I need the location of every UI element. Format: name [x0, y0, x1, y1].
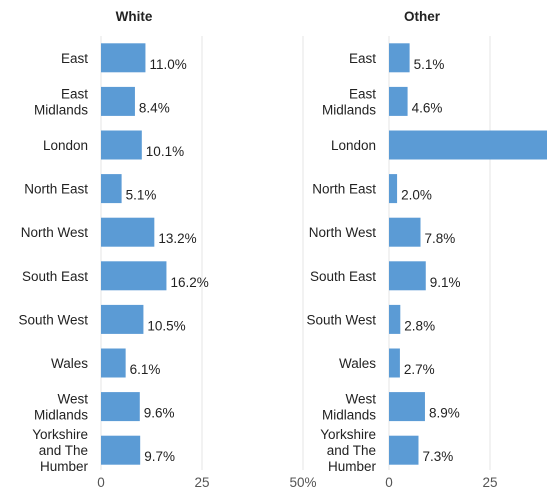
panel-1-category-label-2: London	[331, 138, 376, 153]
panel-0-bar-9	[101, 435, 141, 465]
panel-0-bar-5	[101, 261, 167, 291]
panel-1-category-label-8-line-0: West	[345, 392, 376, 407]
panel-1-bar-0	[389, 43, 410, 73]
panel-0-category-label-9-line-2: Humber	[40, 459, 89, 474]
panel-0-data-label-5: 16.2%	[170, 275, 208, 290]
panel-1-category-label-0: East	[349, 51, 376, 66]
panel-0-category-label-8-line-1: Midlands	[34, 408, 88, 423]
panel-0-bar-1	[101, 86, 135, 116]
panel-0-data-label-2: 10.1%	[146, 144, 184, 159]
panel-1-category-label-4: North West	[309, 225, 377, 240]
panel-0-category-label-9-line-0: Yorkshire	[32, 427, 88, 442]
panel-0-category-label-7: Wales	[51, 356, 88, 371]
panel-0-bar-2	[101, 130, 142, 160]
panel-1-data-label-4: 7.8%	[425, 231, 456, 246]
panel-1-category-label-9-line-1: and The	[327, 443, 376, 458]
panel-0-bar-4	[101, 217, 155, 247]
panel-1-data-label-5: 9.1%	[430, 275, 461, 290]
panel-1-category-label-7: Wales	[339, 356, 376, 371]
panel-0-data-label-4: 13.2%	[158, 231, 196, 246]
panel-1-bar-9	[389, 435, 419, 465]
panel-0-category-label-1-line-1: Midlands	[34, 102, 88, 117]
panel-1-category-label-1-line-0: East	[349, 86, 376, 101]
panel-0-data-label-9: 9.7%	[144, 449, 175, 464]
panel-1-data-label-0: 5.1%	[414, 57, 445, 72]
panel-1-category-label-5: South East	[310, 269, 376, 284]
panel-1-bar-4	[389, 217, 421, 247]
panel-1-category-label-8-line-1: Midlands	[322, 408, 376, 423]
panel-0-x-tick-0: 0	[97, 475, 105, 490]
panel-1-data-label-7: 2.7%	[404, 362, 435, 377]
panel-1-data-label-1: 4.6%	[412, 100, 443, 115]
panel-0-x-tick-1: 25	[194, 475, 209, 490]
panel-0-bar-3	[101, 174, 122, 204]
panel-1-category-label-9-line-0: Yorkshire	[320, 427, 376, 442]
panel-1-title: Other	[404, 9, 441, 24]
panel-0-category-label-2: London	[43, 138, 88, 153]
panel-1-category-label-3: North East	[312, 182, 376, 197]
panel-1-category-label-6: South West	[306, 312, 376, 327]
panel-1-data-label-3: 2.0%	[401, 188, 432, 203]
panel-1-x-tick-1: 25	[482, 475, 497, 490]
panel-0-data-label-8: 9.6%	[144, 406, 175, 421]
panel-1-bar-8	[389, 392, 425, 422]
panel-0-data-label-1: 8.4%	[139, 100, 170, 115]
panel-0-category-label-8-line-0: West	[57, 392, 88, 407]
panel-0-data-label-3: 5.1%	[126, 188, 157, 203]
panel-0-category-label-1-line-0: East	[61, 86, 88, 101]
panel-0-category-label-0: East	[61, 51, 88, 66]
panel-0-category-label-3: North East	[24, 182, 88, 197]
panel-0-x-tick-2: 50%	[289, 475, 316, 490]
panel-1-bar-1	[389, 86, 408, 116]
panel-1-data-label-8: 8.9%	[429, 406, 460, 421]
panel-0-title: White	[116, 9, 153, 24]
panel-0-bar-6	[101, 304, 144, 334]
panel-0-data-label-6: 10.5%	[147, 318, 185, 333]
panel-0-bar-0	[101, 43, 146, 73]
panel-0-category-label-5: South East	[22, 269, 88, 284]
panel-1-bar-2	[389, 130, 547, 160]
panel-1-bar-3	[389, 174, 398, 204]
panel-0-bar-7	[101, 348, 126, 378]
panel-0-bar-8	[101, 392, 140, 422]
panel-1-bar-6	[389, 304, 401, 334]
panel-1-data-label-9: 7.3%	[422, 449, 453, 464]
panel-1-category-label-1-line-1: Midlands	[322, 102, 376, 117]
panel-0-category-label-6: South West	[18, 312, 88, 327]
panel-0-data-label-7: 6.1%	[130, 362, 161, 377]
panel-1-category-label-9-line-2: Humber	[328, 459, 377, 474]
panel-1-bar-7	[389, 348, 400, 378]
panel-1-bar-5	[389, 261, 426, 291]
panel-0-category-label-4: North West	[21, 225, 89, 240]
panel-1-x-tick-0: 0	[385, 475, 393, 490]
panel-0-category-label-9-line-1: and The	[39, 443, 88, 458]
panel-1-data-label-6: 2.8%	[404, 318, 435, 333]
panel-0-data-label-0: 11.0%	[149, 57, 186, 72]
